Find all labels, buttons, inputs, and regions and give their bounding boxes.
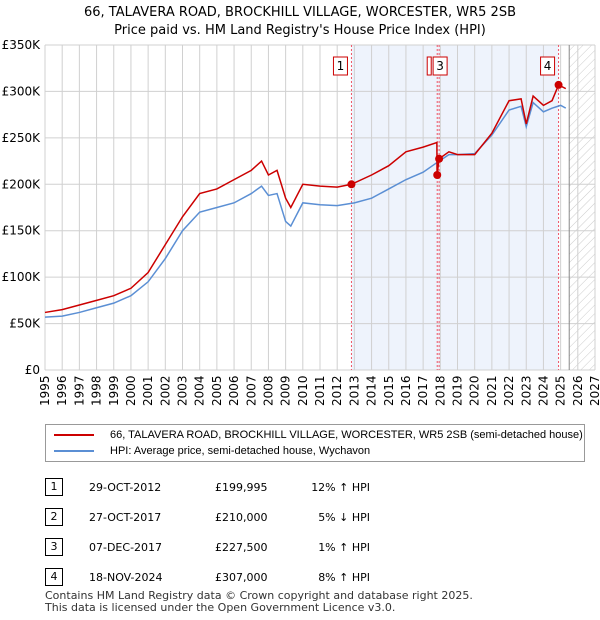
sale-date: 18-NOV-2024 [89,571,163,584]
sale-marker-box-2 [426,56,432,76]
table-row: 2 27-OCT-2017 £210,000 5% ↓ HPI [45,508,545,528]
x-tick-label: 2013 [347,375,361,406]
x-tick-label: 2027 [588,375,600,406]
y-tick-label: £200K [2,177,42,191]
title-line-1: 66, TALAVERA ROAD, BROCKHILL VILLAGE, WO… [83,5,516,20]
x-tick-label: 2025 [554,375,568,406]
hpi-comparison: 1% ↑ HPI [318,541,370,554]
x-tick-label: 1996 [55,375,69,406]
x-tick-label: 2006 [227,375,241,406]
sale-price: £199,995 [215,481,268,494]
y-tick-label: £150K [2,224,42,238]
sale-point [433,171,442,179]
table-row: 1 29-OCT-2012 £199,995 12% ↑ HPI [45,478,545,498]
sale-price: £227,500 [215,541,268,554]
hpi-comparison: 8% ↑ HPI [318,571,370,584]
x-tick-label: 1997 [72,375,86,406]
property-price-line [44,83,567,314]
x-tick-label: 2022 [502,375,516,406]
legend-swatch-red [54,434,94,436]
sale-marker-label: 1 [337,59,345,73]
x-tick-label: 2020 [468,375,482,406]
x-tick-label: 2012 [330,375,344,406]
x-tick-label: 2011 [313,375,327,406]
x-tick-label: 2004 [193,375,207,406]
x-tick-label: 2005 [210,375,224,406]
sale-date: 29-OCT-2012 [89,481,162,494]
sale-marker-number: 4 [45,568,63,586]
sale-marker-label: 3 [436,59,444,73]
hpi-comparison: 12% ↑ HPI [311,481,370,494]
x-tick-label: 2000 [124,375,138,406]
y-tick-label: £350K [2,38,42,52]
x-tick-label: 2015 [382,375,396,406]
x-tick-label: 2019 [451,375,465,406]
x-tick-label: 2021 [485,375,499,406]
sale-point [347,180,356,189]
x-tick-label: 2009 [279,375,293,406]
price-chart: 1995 1996 1997 1998 1999 2000 2001 2002 2003 2004… [2,38,600,406]
sale-price: £307,000 [215,571,268,584]
x-tick-label: 1998 [90,375,104,406]
legend-item-property: 66, TALAVERA ROAD, BROCKHILL VILLAGE, WO… [54,428,583,442]
legend-item-hpi: HPI: Average price, semi-detached house,… [54,444,370,458]
table-row: 3 07-DEC-2017 £227,500 1% ↑ HPI [45,538,545,558]
sale-point [554,80,563,89]
sale-marker-number: 1 [45,478,63,496]
x-tick-label: 2016 [399,375,413,406]
table-row: 4 18-NOV-2024 £307,000 8% ↑ HPI [45,568,545,588]
sale-price: £210,000 [215,511,268,524]
footer-line: This data is licensed under the Open Gov… [45,601,396,614]
sale-date: 07-DEC-2017 [89,541,163,554]
x-tick-label: 1999 [107,375,121,406]
x-tick-label: 2008 [261,375,275,406]
sale-marker-number: 2 [45,508,63,526]
footer-line: Contains HM Land Registry data © Crown c… [45,589,473,602]
footer: Contains HM Land Registry data © Crown c… [45,590,473,614]
forecast-hatch [569,45,595,370]
x-tick-label: 2003 [176,375,190,406]
x-tick-label: 2001 [141,375,155,406]
y-tick-label: £300K [2,84,42,98]
x-tick-label: 2014 [365,375,379,406]
hpi-comparison: 5% ↓ HPI [318,511,370,524]
x-tick-label: 2024 [536,375,550,406]
x-tick-label: 2026 [571,375,585,406]
chart-title: 66, TALAVERA ROAD, BROCKHILL VILLAGE, WO… [0,4,600,40]
legend-label: 66, TALAVERA ROAD, BROCKHILL VILLAGE, WO… [110,429,583,441]
title-line-2: Price paid vs. HM Land Registry's House … [114,23,486,38]
legend: 66, TALAVERA ROAD, BROCKHILL VILLAGE, WO… [45,424,585,462]
x-tick-label: 2023 [519,375,533,406]
legend-label: HPI: Average price, semi-detached house,… [110,445,371,457]
y-tick-label: £0 [25,363,40,377]
legend-swatch-blue [54,450,94,452]
x-tick-label: 2010 [296,375,310,406]
hpi-line [44,101,567,318]
y-tick-label: £100K [2,270,42,284]
x-tick-label: 2017 [416,375,430,406]
sale-marker-box [432,56,448,76]
x-tick-label: 2002 [158,375,172,406]
x-tick-label: 1995 [38,375,52,406]
sale-marker-label: 4 [544,59,552,73]
sale-period-shading [351,45,559,370]
sale-marker-box [540,56,556,76]
y-tick-label: £50K [9,317,41,331]
sale-marker-box [332,56,348,76]
y-tick-label: £250K [2,131,42,145]
x-tick-label: 2007 [244,375,258,406]
sale-date: 27-OCT-2017 [89,511,162,524]
sale-point [435,154,444,163]
sale-marker-number: 3 [45,538,63,556]
x-tick-label: 2018 [433,375,447,406]
